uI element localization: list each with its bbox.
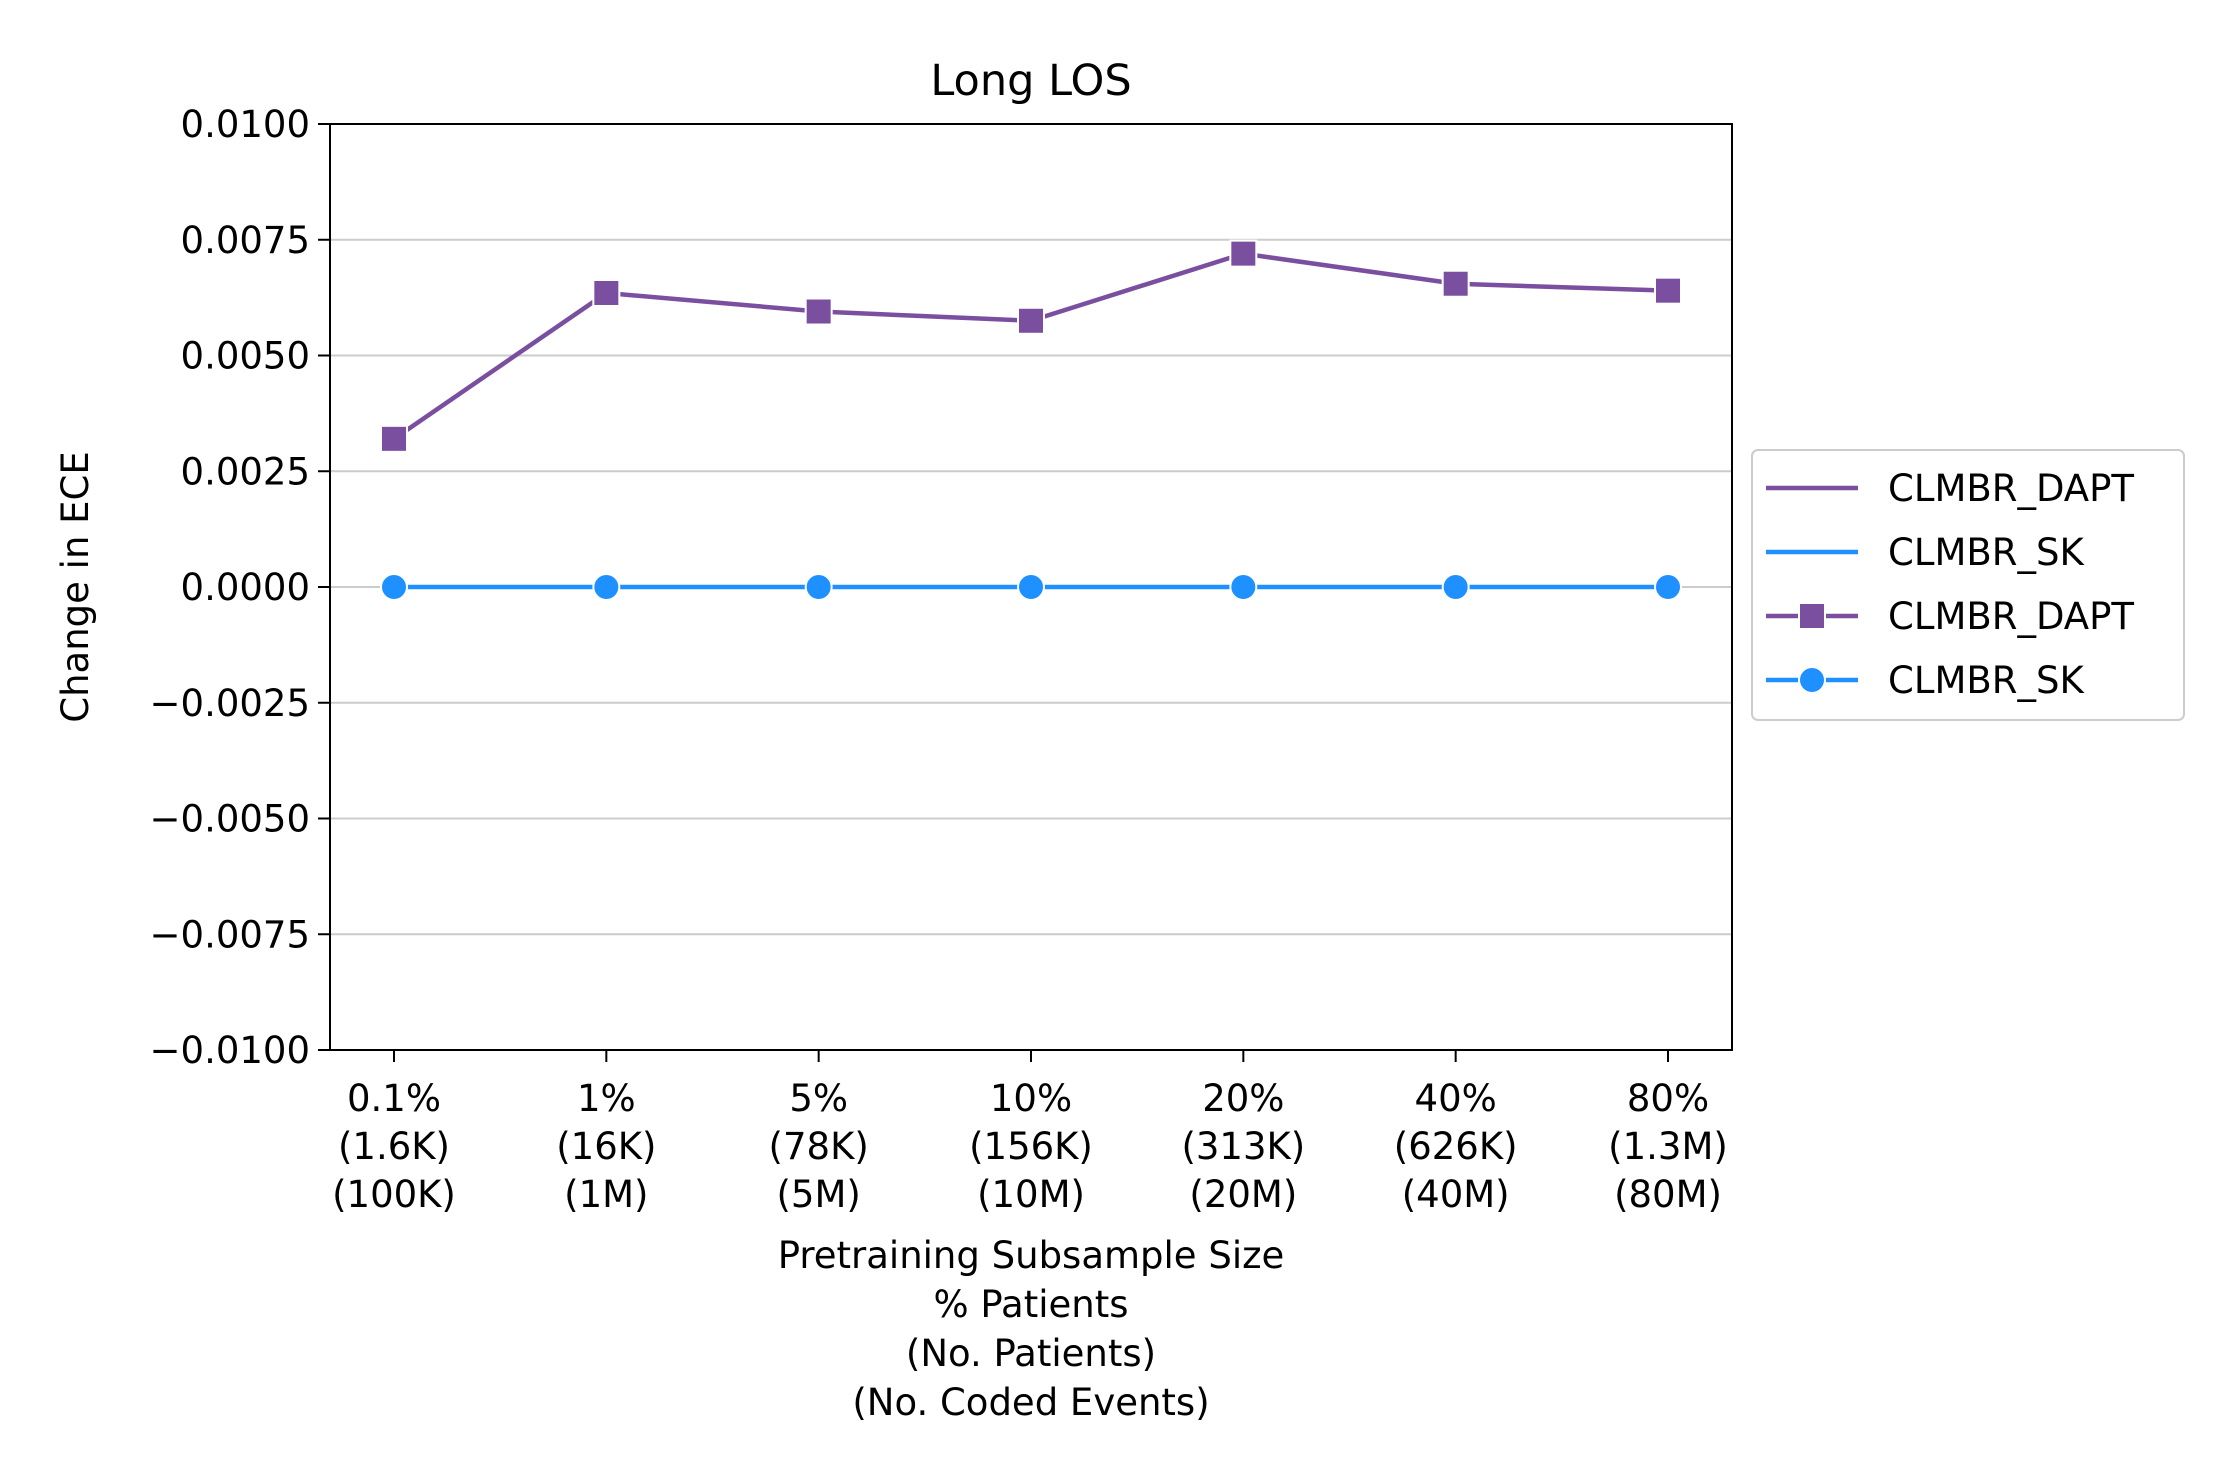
series-line-clmbr-dapt: [392, 251, 1669, 441]
y-tick-label: −0.0050: [150, 798, 310, 841]
x-tick-label: 0.1%: [347, 1077, 441, 1120]
x-tick-label: (5M): [776, 1173, 860, 1216]
y-tick-label: 0.0100: [181, 103, 310, 146]
x-tick-label: 10%: [990, 1077, 1072, 1120]
x-tick-label: 20%: [1202, 1077, 1284, 1120]
x-tick-label: 80%: [1627, 1077, 1709, 1120]
legend-marker-circle: [1798, 666, 1826, 694]
data-point-square: [1017, 306, 1045, 335]
legend: CLMBR_DAPT CLMBR_SK CLMBR_DAPT CLMBR_SK: [1751, 449, 2185, 721]
x-axis-label-line: Pretraining Subsample Size: [778, 1234, 1285, 1277]
x-tick-label: (10M): [977, 1173, 1085, 1216]
data-point-circle: [592, 573, 621, 601]
x-tick-label: 1%: [577, 1077, 636, 1120]
data-point-square: [1654, 276, 1682, 305]
x-axis-label-line: (No. Patients): [906, 1332, 1156, 1375]
data-point-square: [1229, 239, 1258, 268]
y-tick-label: 0.0025: [181, 450, 310, 493]
x-tick-label: (313K): [1181, 1125, 1305, 1168]
data-point-square: [804, 297, 833, 326]
x-tick-label: (626K): [1394, 1125, 1518, 1168]
x-tick-label: 40%: [1415, 1077, 1497, 1120]
data-point-circle: [1017, 573, 1045, 601]
x-tick-label: 5%: [789, 1077, 848, 1120]
x-tick-label: (1.6K): [338, 1125, 450, 1168]
legend-marker-square: [1798, 602, 1826, 630]
x-tick-label: (1.3M): [1608, 1125, 1728, 1168]
x-axis-label: Pretraining Subsample Size % Patients (No.…: [778, 1234, 1285, 1424]
data-point-circle: [804, 573, 833, 601]
x-tick-label: (16K): [556, 1125, 656, 1168]
data-point-circle: [1654, 573, 1682, 601]
data-point-circle: [380, 573, 408, 601]
y-axis-label: Change in ECE: [54, 451, 97, 723]
data-point-circle: [1441, 573, 1470, 601]
plot-frame: [329, 123, 1733, 1051]
x-tick-label: (156K): [969, 1125, 1093, 1168]
x-tick-label: (40M): [1402, 1173, 1510, 1216]
x-tick-label: (100K): [332, 1173, 456, 1216]
legend-label: CLMBR_DAPT: [1888, 467, 2134, 510]
x-tick-label: (80M): [1614, 1173, 1722, 1216]
legend-label: CLMBR_SK: [1888, 659, 2085, 702]
y-tick-label: −0.0025: [150, 682, 310, 725]
data-point-square: [592, 278, 621, 307]
legend-label: CLMBR_DAPT: [1888, 595, 2134, 638]
y-tick-label: 0.0075: [181, 219, 310, 262]
legend-label: CLMBR_SK: [1888, 531, 2085, 574]
x-tick-label: (78K): [769, 1125, 869, 1168]
x-axis-label-line: (No. Coded Events): [852, 1381, 1209, 1424]
legend-frame: [1751, 449, 2185, 721]
y-tick-label: 0.0050: [181, 335, 310, 378]
y-tick-label: 0.0000: [181, 566, 310, 609]
x-axis-label-line: % Patients: [933, 1283, 1128, 1326]
x-tick-label: (20M): [1189, 1173, 1297, 1216]
chart-title: Long LOS: [930, 56, 1131, 106]
data-point-square: [1441, 269, 1470, 298]
y-tick-label: −0.0075: [150, 913, 310, 956]
y-tick-label: −0.0100: [150, 1029, 310, 1072]
series-layer: [380, 239, 1682, 601]
x-axis: 0.1% (1.6K) (100K) 1% (16K) (1M) 5% (78K) (5M) 10…: [332, 1050, 1728, 1216]
data-point-circle: [1229, 573, 1258, 601]
x-tick-label: (1M): [564, 1173, 648, 1216]
y-axis: −0.0100 −0.0075 −0.0050 −0.0025 0.0000 0.0025…: [150, 103, 330, 1072]
data-point-square: [380, 424, 408, 453]
